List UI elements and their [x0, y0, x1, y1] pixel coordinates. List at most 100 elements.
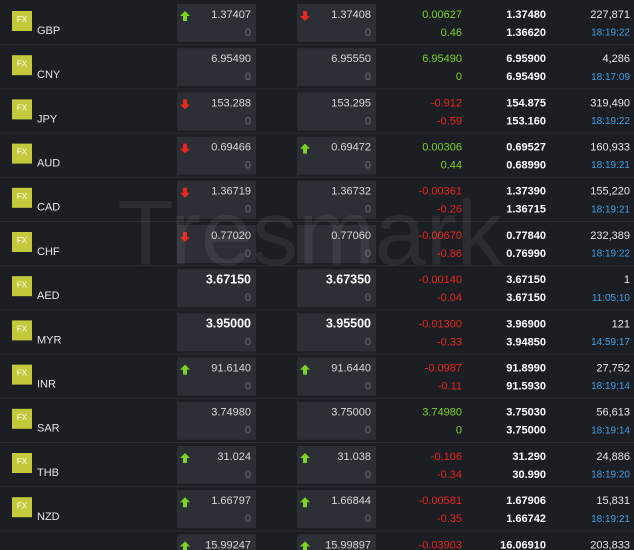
ask-box: [297, 534, 376, 550]
ask-price: 3.67350: [326, 272, 371, 286]
fx-icon-label: FX: [17, 457, 28, 466]
ask-box: [297, 225, 376, 263]
volume: 155,220: [590, 186, 630, 198]
arrow-up: [180, 11, 190, 21]
ask-qty: 0: [365, 336, 371, 348]
change-pct: -0.34: [437, 469, 462, 481]
low: 6.95490: [506, 71, 546, 83]
bid-price: 3.74980: [211, 407, 251, 419]
high: 0.77840: [506, 230, 546, 242]
high: 1.37480: [506, 9, 546, 21]
fx-icon: [12, 276, 32, 297]
low: 3.94850: [506, 336, 546, 348]
time: 18:19:21: [591, 160, 630, 171]
ask-price: 3.95500: [326, 317, 371, 331]
bid-box: [177, 269, 256, 308]
high: 1.67906: [506, 495, 546, 507]
ask-qty: 0: [365, 160, 371, 172]
change-pct: -0.11: [438, 381, 462, 393]
fx-icon-label: FX: [17, 59, 28, 68]
bid-price: 3.67150: [206, 272, 251, 286]
fx-icon-label: FX: [17, 15, 28, 24]
change: -0.00581: [419, 495, 462, 507]
low: 1.36715: [506, 204, 546, 216]
change-pct: -0.26: [437, 204, 462, 216]
ask-qty: 0: [365, 27, 371, 39]
bid-box: [177, 401, 256, 440]
low: 0.68990: [506, 160, 546, 172]
change-pct: -0.59: [437, 115, 462, 127]
bid-qty: 0: [245, 381, 251, 393]
symbol: CAD: [37, 202, 60, 214]
bid-qty: 0: [245, 248, 251, 260]
bid-qty: 0: [245, 115, 251, 127]
volume: 15,831: [596, 495, 630, 507]
high: 91.8990: [506, 363, 546, 375]
volume: 160,933: [590, 142, 630, 154]
change-pct: -0.35: [437, 513, 462, 525]
time: 18:19:14: [591, 381, 630, 392]
symbol: CNY: [37, 69, 61, 81]
bid-box: [177, 92, 256, 131]
high: 3.67150: [506, 274, 546, 286]
high: 31.290: [512, 451, 546, 463]
low: 1.66742: [506, 513, 546, 525]
volume: 232,389: [590, 230, 630, 242]
ask-qty: 0: [365, 248, 371, 260]
ask-box: [297, 313, 376, 352]
ask-box: [297, 48, 376, 87]
bid-qty: 0: [245, 336, 251, 348]
fx-icon-label: FX: [17, 369, 28, 378]
ask-box: [297, 490, 376, 529]
arrow-up: [300, 453, 310, 463]
change: -0.00670: [419, 230, 462, 242]
fx-icon-label: FX: [17, 192, 28, 201]
fx-icon-label: FX: [17, 413, 28, 422]
ask-box: [297, 269, 376, 308]
bid-qty: 0: [245, 71, 251, 83]
arrow-up: [300, 541, 310, 550]
change-pct: 0: [456, 71, 462, 83]
change: 0.00306: [422, 142, 462, 154]
arrow-down: [180, 99, 190, 110]
ask-qty: 0: [365, 513, 371, 525]
low: 91.5930: [506, 381, 546, 393]
fx-icon-label: FX: [17, 325, 28, 334]
volume: 56,613: [596, 407, 630, 419]
arrow-up: [180, 541, 190, 550]
change-pct: -0.86: [437, 248, 462, 260]
ask-price: 6.95550: [331, 53, 371, 65]
ask-price: 0.69472: [331, 142, 371, 154]
arrow-down: [180, 143, 190, 154]
volume: 27,752: [596, 363, 630, 375]
bid-box: [177, 490, 256, 529]
arrow-down: [300, 11, 310, 21]
symbol: SAR: [37, 423, 60, 435]
ask-qty: 0: [365, 469, 371, 481]
fx-icon-label: FX: [17, 236, 28, 245]
volume: 203,833: [590, 539, 630, 550]
time: 18:19:22: [591, 249, 630, 260]
ask-box: [297, 136, 376, 175]
arrow-up: [300, 364, 310, 375]
arrow-up: [300, 143, 310, 154]
ask-price: 3.75000: [331, 407, 371, 419]
fx-icon: [12, 453, 32, 473]
change: -0.00140: [419, 274, 462, 286]
bid-price: 153.288: [211, 97, 251, 109]
change-pct: -0.04: [437, 292, 462, 304]
bid-price: 0.77020: [211, 230, 251, 242]
ask-box: [297, 180, 376, 219]
high: 3.75030: [506, 407, 546, 419]
ask-price: 15.99897: [325, 539, 371, 550]
volume: 4,286: [602, 53, 630, 65]
fx-icon: [12, 99, 32, 120]
arrow-up: [180, 364, 190, 375]
ask-qty: 0: [365, 381, 371, 393]
ask-price: 1.66844: [331, 495, 371, 507]
watermark: Tresmark: [117, 182, 503, 284]
fx-icon: [12, 408, 32, 429]
low: 153.160: [506, 115, 546, 127]
change: 0.00627: [422, 9, 462, 21]
symbol: NZD: [37, 511, 60, 523]
